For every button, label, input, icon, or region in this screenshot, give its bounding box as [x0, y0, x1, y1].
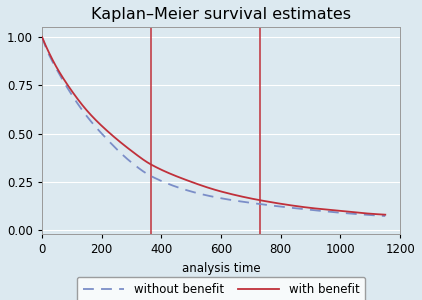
- X-axis label: analysis time: analysis time: [182, 262, 260, 275]
- Legend: without benefit, with benefit: without benefit, with benefit: [77, 277, 365, 300]
- Title: Kaplan–Meier survival estimates: Kaplan–Meier survival estimates: [91, 7, 351, 22]
